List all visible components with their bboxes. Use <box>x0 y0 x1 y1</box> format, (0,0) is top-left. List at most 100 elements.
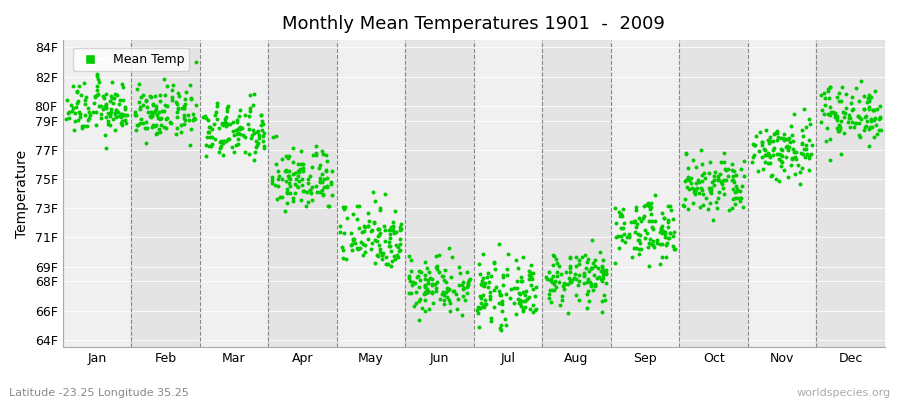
Point <box>178 96 193 103</box>
Point <box>668 246 682 253</box>
Point <box>822 94 836 101</box>
Point <box>429 266 444 272</box>
Point <box>828 114 842 120</box>
Bar <box>268 40 337 347</box>
Point <box>842 115 857 121</box>
Point <box>453 269 467 276</box>
Point <box>650 237 664 244</box>
Point <box>657 215 671 221</box>
Point <box>317 184 331 190</box>
Point <box>816 110 831 117</box>
Point <box>312 175 327 181</box>
Point <box>108 90 122 97</box>
Point <box>562 275 577 281</box>
Point <box>761 152 776 158</box>
Point <box>75 122 89 129</box>
Point <box>698 195 713 201</box>
Point <box>652 229 667 235</box>
Point <box>472 324 487 330</box>
Point <box>422 274 436 281</box>
Point <box>242 112 256 119</box>
Point <box>655 210 670 216</box>
Point <box>642 262 656 269</box>
Point <box>374 252 389 258</box>
Point <box>196 114 211 120</box>
Point <box>356 228 371 234</box>
Point <box>243 92 257 98</box>
Point <box>715 178 729 184</box>
Point <box>548 284 562 290</box>
Point <box>62 108 77 115</box>
Point <box>176 115 191 121</box>
Point <box>511 296 526 302</box>
Point <box>344 242 358 248</box>
Point <box>796 165 810 171</box>
Point <box>117 116 131 123</box>
Point <box>725 177 740 184</box>
Point <box>271 175 285 182</box>
Point <box>647 192 662 198</box>
Point <box>116 96 130 103</box>
Point <box>361 210 375 216</box>
Point <box>752 148 767 154</box>
Point <box>94 103 109 109</box>
Point <box>775 153 789 159</box>
Point <box>103 121 117 128</box>
Point <box>687 188 701 195</box>
Point <box>136 120 150 126</box>
Point <box>428 264 443 270</box>
Point <box>346 236 361 242</box>
Point <box>295 182 310 188</box>
Point <box>147 108 161 115</box>
Point <box>834 150 849 157</box>
Point <box>645 218 660 224</box>
Point <box>242 126 256 132</box>
Point <box>644 241 658 248</box>
Point <box>547 287 562 293</box>
Point <box>483 272 498 279</box>
Bar <box>816 40 885 347</box>
Point <box>218 116 232 122</box>
Point <box>304 190 319 196</box>
Point <box>491 288 506 294</box>
Point <box>646 244 661 250</box>
Point <box>351 246 365 253</box>
Point <box>726 186 741 192</box>
Point <box>540 275 554 282</box>
Point <box>593 268 608 274</box>
Point <box>210 100 224 106</box>
Point <box>841 119 855 126</box>
Point <box>133 94 148 100</box>
Point <box>753 128 768 135</box>
Point <box>238 112 253 118</box>
Point <box>316 192 330 198</box>
Point <box>638 235 652 242</box>
Point <box>236 131 250 138</box>
Point <box>508 311 523 317</box>
Point <box>567 274 581 281</box>
Point <box>527 307 542 314</box>
Point <box>97 103 112 109</box>
Point <box>730 185 744 192</box>
Point <box>597 291 611 298</box>
Point <box>218 119 232 126</box>
Point <box>608 220 623 226</box>
Point <box>272 173 286 179</box>
Point <box>246 102 260 108</box>
Point <box>169 101 184 107</box>
Point <box>118 106 132 112</box>
Point <box>243 108 257 114</box>
Point <box>591 274 606 280</box>
Point <box>103 113 117 119</box>
Point <box>321 203 336 209</box>
Point <box>319 168 333 174</box>
Point <box>830 114 844 121</box>
Point <box>838 110 852 116</box>
Point <box>209 108 223 115</box>
Point <box>144 124 158 130</box>
Point <box>856 93 870 99</box>
Point <box>202 134 217 140</box>
Point <box>658 234 672 240</box>
Point <box>185 117 200 124</box>
Point <box>386 218 400 225</box>
